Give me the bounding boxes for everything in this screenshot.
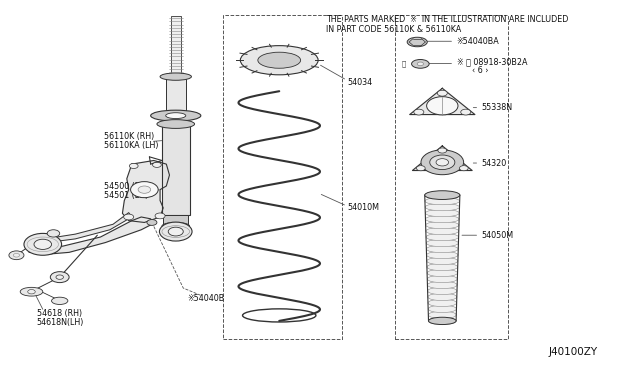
Ellipse shape [159, 222, 192, 241]
Ellipse shape [417, 62, 424, 66]
Ellipse shape [437, 90, 447, 96]
Ellipse shape [428, 311, 456, 318]
Ellipse shape [436, 159, 449, 166]
Ellipse shape [425, 192, 460, 199]
Text: ※54040BA: ※54040BA [457, 37, 499, 46]
Ellipse shape [24, 233, 61, 255]
Ellipse shape [421, 150, 463, 175]
Text: ⓝ: ⓝ [401, 61, 406, 67]
Polygon shape [45, 217, 152, 254]
Ellipse shape [51, 272, 69, 283]
Ellipse shape [427, 263, 458, 271]
Text: 54320: 54320 [481, 158, 506, 167]
Bar [171, 16, 180, 77]
Text: 54618N(LH): 54618N(LH) [36, 318, 84, 327]
Ellipse shape [426, 251, 458, 259]
Ellipse shape [438, 148, 447, 153]
Ellipse shape [426, 233, 459, 241]
Ellipse shape [414, 109, 424, 115]
Ellipse shape [425, 203, 460, 211]
Ellipse shape [34, 239, 52, 250]
Ellipse shape [147, 219, 157, 225]
Ellipse shape [429, 317, 456, 324]
Ellipse shape [152, 162, 161, 167]
Ellipse shape [425, 198, 460, 205]
Text: 54034: 54034 [347, 78, 372, 87]
Ellipse shape [20, 287, 43, 296]
Ellipse shape [428, 305, 456, 312]
Ellipse shape [160, 73, 191, 80]
Ellipse shape [427, 269, 458, 277]
Ellipse shape [426, 215, 459, 223]
Ellipse shape [407, 37, 428, 47]
Text: 54501 (LH): 54501 (LH) [104, 190, 148, 200]
Ellipse shape [429, 317, 456, 324]
Ellipse shape [426, 221, 459, 229]
Text: ※54040B: ※54040B [187, 294, 224, 303]
Ellipse shape [427, 97, 458, 115]
Ellipse shape [241, 46, 318, 75]
Ellipse shape [47, 230, 60, 237]
Ellipse shape [138, 186, 150, 193]
Polygon shape [412, 146, 472, 170]
Text: J40100ZY: J40100ZY [549, 347, 598, 357]
Ellipse shape [168, 227, 183, 236]
Ellipse shape [155, 213, 165, 219]
Text: 54050M: 54050M [481, 231, 513, 240]
Ellipse shape [428, 287, 457, 295]
Text: 54618 (RH): 54618 (RH) [36, 309, 82, 318]
Ellipse shape [162, 222, 189, 230]
Ellipse shape [166, 113, 186, 119]
Ellipse shape [460, 166, 468, 171]
Ellipse shape [131, 182, 158, 198]
Text: 56110K (RH): 56110K (RH) [104, 132, 154, 141]
Ellipse shape [426, 227, 459, 235]
Ellipse shape [52, 297, 68, 304]
Polygon shape [410, 88, 475, 115]
Text: ‹ 6 ›: ‹ 6 › [472, 65, 488, 74]
Ellipse shape [258, 52, 301, 68]
Polygon shape [122, 160, 170, 222]
Bar [163, 215, 188, 226]
Ellipse shape [417, 166, 425, 171]
Ellipse shape [56, 275, 63, 279]
Ellipse shape [28, 289, 35, 294]
Ellipse shape [426, 240, 458, 247]
Bar [223, 15, 342, 339]
Ellipse shape [412, 60, 429, 68]
Ellipse shape [150, 110, 201, 121]
Ellipse shape [157, 120, 195, 128]
Text: 54010M: 54010M [347, 203, 379, 212]
Text: 54500 (RH): 54500 (RH) [104, 182, 149, 190]
Ellipse shape [427, 257, 458, 264]
Text: ※ ⓝ 08918-30B2A: ※ ⓝ 08918-30B2A [457, 58, 527, 67]
Ellipse shape [428, 275, 458, 283]
Ellipse shape [426, 246, 458, 253]
Ellipse shape [129, 163, 138, 169]
Ellipse shape [428, 281, 457, 289]
Text: 55338N: 55338N [481, 103, 512, 112]
Text: 54622: 54622 [27, 246, 52, 256]
Text: 56110KA (LH): 56110KA (LH) [104, 141, 158, 150]
Ellipse shape [430, 155, 455, 170]
Ellipse shape [461, 109, 471, 115]
Ellipse shape [9, 251, 24, 260]
Ellipse shape [425, 209, 460, 217]
Bar [166, 77, 186, 115]
Polygon shape [36, 213, 132, 248]
Bar [396, 15, 508, 339]
Bar [162, 126, 189, 215]
Ellipse shape [425, 191, 460, 199]
Ellipse shape [124, 214, 134, 220]
Text: THE PARTS MARKED  ※  IN THE ILLUSTRATION ARE INCLUDED
IN PART CODE 56110K & 5611: THE PARTS MARKED ※ IN THE ILLUSTRATION A… [326, 15, 569, 34]
Ellipse shape [428, 299, 457, 307]
Ellipse shape [13, 253, 20, 257]
Ellipse shape [428, 293, 457, 301]
